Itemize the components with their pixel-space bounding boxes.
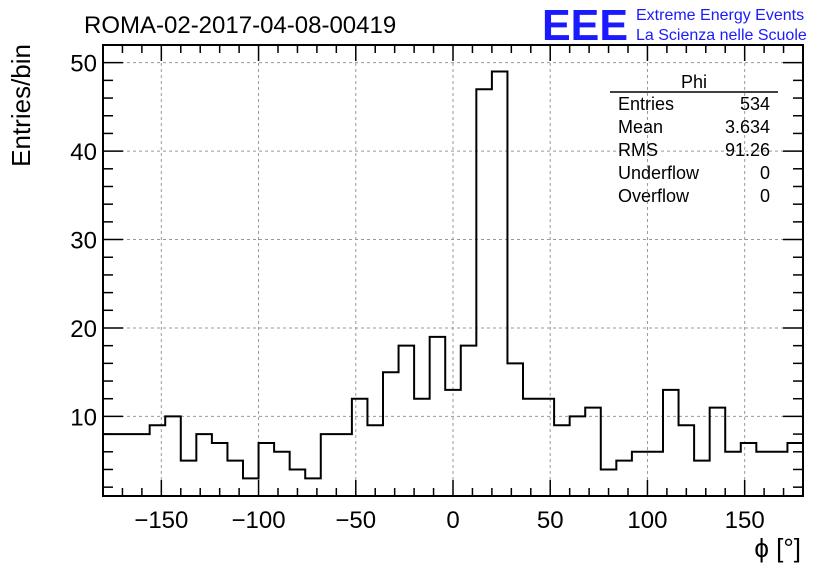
logo-line-2: La Scienza nelle Scuole: [636, 27, 807, 44]
y-axis-label: Entries/bin: [6, 44, 36, 167]
y-tick-labels: 10 20 30 40 50: [70, 51, 97, 432]
stats-value: 534: [740, 94, 770, 114]
histogram-line: [103, 70, 803, 480]
stats-label: RMS: [618, 140, 658, 160]
axis-ticks: [103, 44, 803, 496]
x-tick-label: 0: [446, 507, 459, 534]
x-tick-label: 50: [537, 507, 564, 534]
stats-label: Overflow: [618, 186, 690, 206]
stats-box: Phi Entries 534 Mean 3.634 RMS 91.26 Underflow…: [610, 72, 778, 206]
grid: [103, 45, 803, 496]
x-tick-label: 150: [725, 507, 765, 534]
x-tick-labels: −150 −100 −50 0 50 100 150: [134, 507, 764, 534]
logo-line-1: Extreme Energy Events: [636, 7, 804, 24]
x-tick-label: −150: [134, 507, 188, 534]
eee-logo: EEE: [542, 1, 628, 50]
y-tick-label: 30: [70, 228, 97, 255]
stats-value: 0: [760, 163, 770, 183]
stats-value: 3.634: [725, 117, 770, 137]
chart-title: ROMA-02-2017-04-08-00419: [84, 12, 396, 39]
stats-title: Phi: [681, 72, 707, 92]
stats-rows: Entries 534 Mean 3.634 RMS 91.26 Underflow 0 Ove…: [618, 94, 770, 206]
stats-value: 0: [760, 186, 770, 206]
x-tick-label: −100: [232, 507, 286, 534]
stats-label: Entries: [618, 94, 674, 114]
y-tick-label: 40: [70, 139, 97, 166]
stats-value: 91.26: [725, 140, 770, 160]
y-tick-label: 10: [70, 404, 97, 431]
y-tick-label: 20: [70, 316, 97, 343]
plot-frame: [102, 44, 804, 497]
y-tick-label: 50: [70, 51, 97, 78]
stats-label: Mean: [618, 117, 663, 137]
stats-label: Underflow: [618, 163, 700, 183]
x-tick-label: −50: [335, 507, 376, 534]
x-axis-label: ϕ [°]: [754, 533, 801, 563]
x-tick-label: 100: [627, 507, 667, 534]
